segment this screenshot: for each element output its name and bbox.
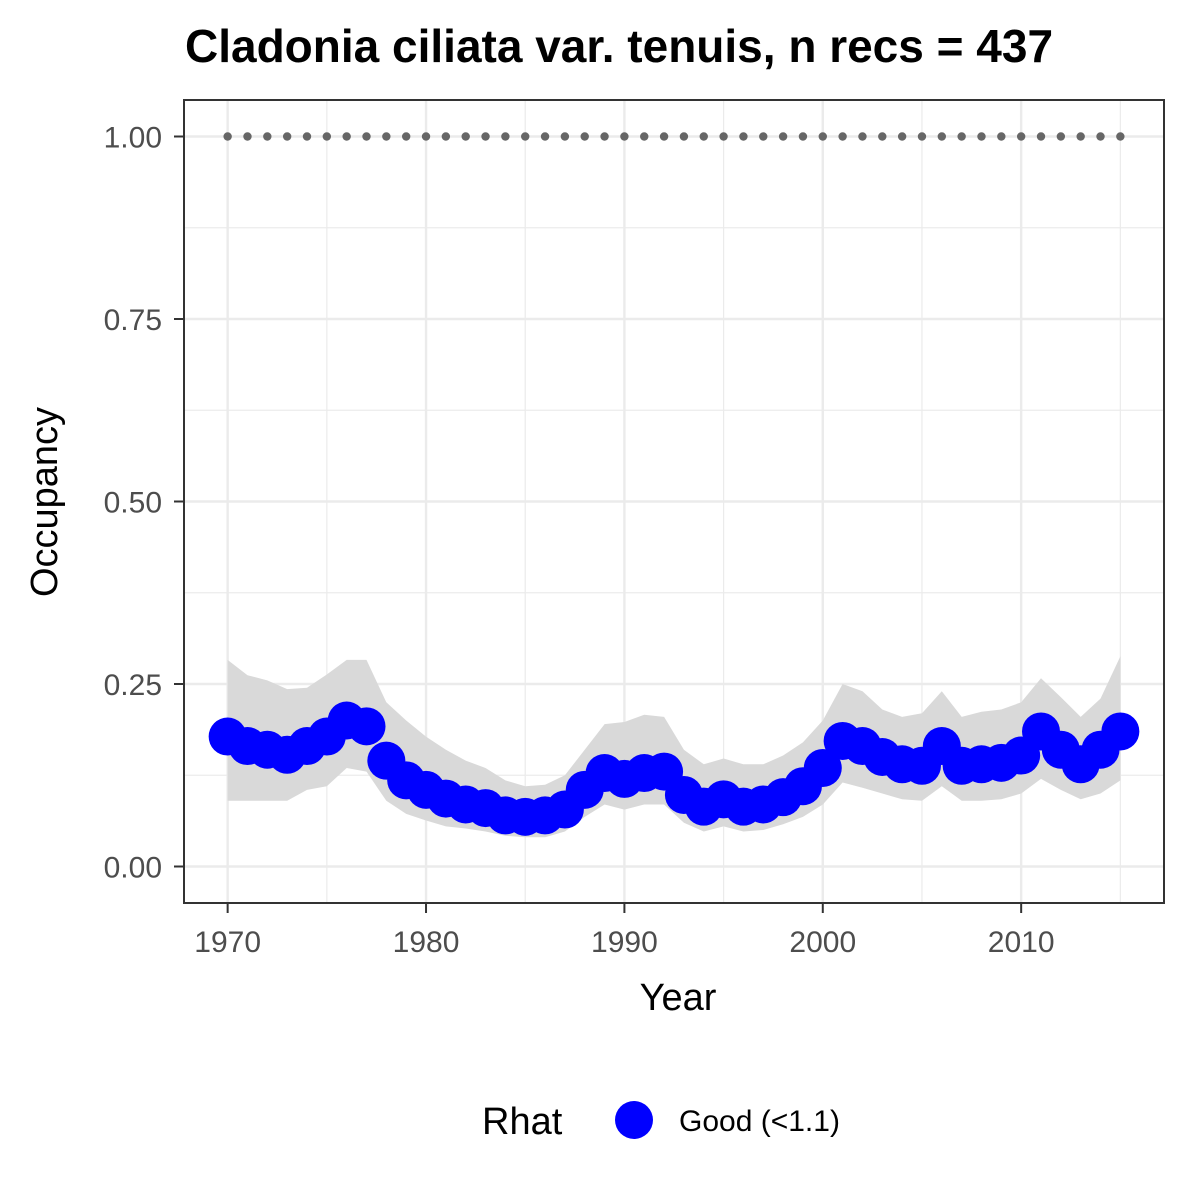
- legend-title: Rhat: [482, 1101, 563, 1143]
- x-tick-label: 1970: [194, 926, 261, 959]
- reference-dot: [580, 132, 589, 141]
- reference-dot: [878, 132, 887, 141]
- y-tick-label: 0.50: [104, 487, 162, 520]
- x-tick-label: 2000: [789, 926, 856, 959]
- reference-dot: [342, 132, 351, 141]
- reference-dot: [818, 132, 827, 141]
- reference-dot: [778, 132, 788, 141]
- reference-dot: [917, 132, 927, 141]
- reference-dot: [501, 132, 510, 141]
- reference-dot: [1116, 132, 1125, 141]
- reference-dot: [1016, 132, 1026, 141]
- reference-dot: [481, 132, 490, 141]
- reference-dot: [521, 132, 530, 141]
- reference-dot: [759, 132, 768, 141]
- reference-dot: [302, 132, 312, 141]
- reference-dot: [798, 132, 808, 141]
- reference-dot: [263, 132, 272, 141]
- y-axis-title: Occupancy: [24, 407, 66, 597]
- reference-dot: [1036, 132, 1046, 141]
- reference-dot: [739, 132, 748, 141]
- reference-dot: [620, 132, 629, 141]
- x-tick-label: 1980: [393, 926, 460, 959]
- x-axis: 1970 1980 1990 2000 2010: [194, 903, 1055, 959]
- reference-dot: [977, 132, 986, 141]
- reference-line-layer: [223, 132, 1125, 141]
- x-tick-label: 2010: [988, 926, 1055, 959]
- reference-dot: [401, 132, 411, 141]
- reference-dot: [322, 132, 332, 141]
- reference-dot: [679, 132, 689, 141]
- reference-dot: [838, 132, 847, 141]
- reference-dot: [957, 132, 966, 141]
- reference-dot: [282, 132, 292, 141]
- y-axis: 0.00 0.25 0.50 0.75 1.00: [104, 122, 184, 885]
- reference-dot: [243, 132, 252, 141]
- y-tick-label: 0.25: [104, 669, 162, 702]
- data-point: [347, 707, 386, 746]
- reference-dot: [937, 132, 947, 141]
- reference-dot: [1056, 132, 1066, 141]
- reference-dot: [540, 132, 550, 141]
- reference-dot: [560, 132, 570, 141]
- reference-dot: [699, 132, 708, 141]
- chart-title: Cladonia ciliata var. tenuis, n recs = 4…: [185, 20, 1053, 72]
- data-point: [1101, 712, 1140, 751]
- data-point: [803, 748, 842, 787]
- data-points-layer: [208, 701, 1140, 836]
- reference-dot: [858, 132, 867, 141]
- reference-dot: [1076, 132, 1085, 141]
- reference-dot: [362, 132, 371, 141]
- reference-dot: [600, 132, 609, 141]
- reference-dot: [997, 132, 1006, 141]
- legend-label: Good (<1.1): [679, 1105, 840, 1138]
- reference-dot: [461, 132, 470, 141]
- reference-dot: [659, 132, 669, 141]
- x-tick-label: 1990: [591, 926, 658, 959]
- reference-dot: [640, 132, 649, 141]
- y-tick-label: 1.00: [104, 122, 162, 155]
- x-axis-title: Year: [640, 977, 717, 1019]
- reference-dot: [441, 132, 451, 141]
- reference-dot: [897, 132, 907, 141]
- legend-key-point: [615, 1101, 653, 1139]
- legend: Rhat Good (<1.1): [482, 1101, 840, 1143]
- y-tick-label: 0.75: [104, 304, 162, 337]
- reference-dot: [719, 132, 728, 141]
- reference-dot: [1096, 132, 1105, 141]
- reference-dot: [223, 132, 232, 141]
- reference-dot: [421, 132, 431, 141]
- y-tick-label: 0.00: [104, 852, 162, 885]
- reference-dot: [382, 132, 391, 141]
